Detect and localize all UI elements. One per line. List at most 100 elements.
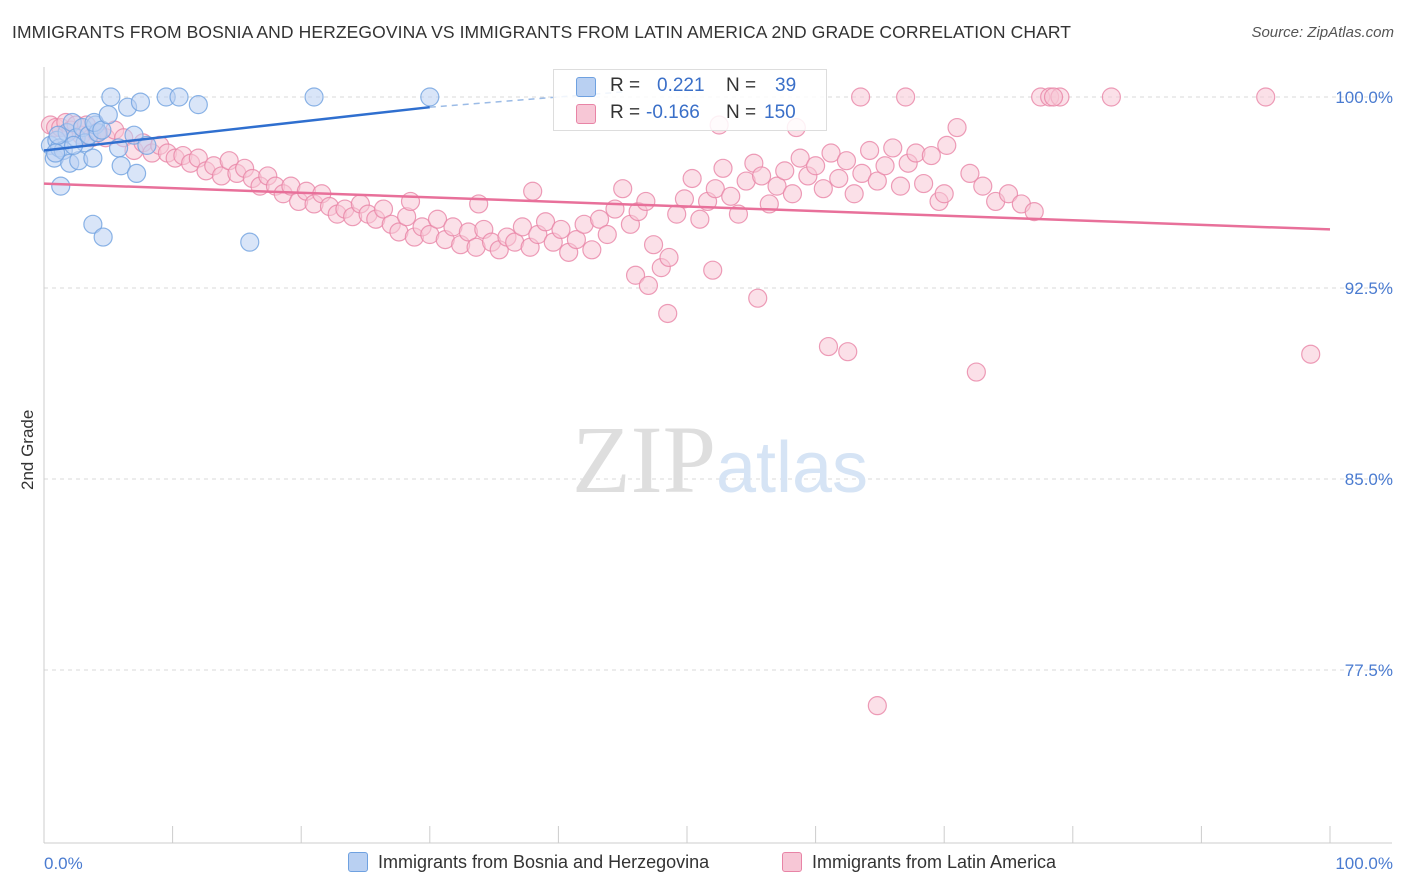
y-tick-label: 85.0%: [1345, 470, 1393, 489]
point-latin-america: [643, 235, 664, 255]
point-latin-america: [851, 87, 871, 107]
point-bosnia: [48, 125, 68, 145]
chart-title: IMMIGRANTS FROM BOSNIA AND HERZEGOVINA V…: [12, 22, 1072, 42]
point-latin-america: [748, 288, 768, 308]
point-latin-america: [373, 199, 394, 219]
x-tick-labels: 0.0% 100.0%: [44, 854, 1393, 873]
bottom-legend-swatch-bosnia: [348, 852, 368, 872]
point-bosnia: [45, 143, 66, 163]
point-latin-america: [860, 140, 880, 161]
point-latin-america: [937, 135, 957, 155]
point-bosnia: [126, 163, 147, 183]
point-latin-america: [998, 184, 1019, 204]
point-latin-america: [896, 87, 916, 107]
series-bosnia: [40, 87, 440, 252]
legend-r-label: R =: [610, 102, 641, 123]
point-latin-america: [682, 168, 702, 189]
point-latin-america: [818, 336, 839, 357]
point-latin-america: [659, 247, 679, 268]
point-latin-america: [934, 184, 954, 204]
point-latin-america: [690, 209, 710, 229]
point-latin-america: [636, 191, 656, 212]
point-latin-america: [829, 168, 849, 189]
trend-line-latin-america: [43, 182, 1331, 231]
point-bosnia: [83, 214, 103, 234]
point-latin-america: [966, 362, 986, 382]
bottom-legend-label: Immigrants from Latin America: [812, 852, 1057, 872]
source-label: Source: ZipAtlas.com: [1251, 24, 1394, 41]
point-latin-america: [713, 158, 733, 178]
legend-swatch-bosnia: [576, 77, 596, 97]
point-bosnia: [137, 135, 157, 155]
point-latin-america: [705, 179, 725, 199]
point-latin-america: [844, 184, 864, 204]
point-bosnia: [304, 87, 324, 107]
point-latin-america: [875, 156, 895, 176]
point-latin-america: [767, 176, 787, 196]
point-latin-america: [566, 230, 587, 250]
point-latin-america: [625, 265, 646, 285]
point-latin-america: [658, 303, 678, 324]
legend-n-value: 150: [764, 102, 796, 123]
point-latin-america: [1024, 202, 1044, 222]
y-tick-label: 100.0%: [1335, 88, 1393, 107]
trend-line-bosnia: [43, 105, 430, 152]
point-latin-america: [890, 176, 911, 196]
point-latin-america: [867, 696, 887, 716]
axes: [43, 67, 1392, 844]
x-tick-label: 100.0%: [1335, 854, 1393, 873]
point-latin-america: [914, 173, 934, 194]
legend-swatch-latin-america: [576, 104, 596, 124]
watermark-zip: ZIP: [572, 406, 716, 513]
point-latin-america: [782, 184, 803, 204]
legend-r-value: 0.221: [657, 75, 705, 96]
point-latin-america: [1043, 87, 1064, 107]
point-latin-america: [883, 138, 903, 158]
bottom-legend-bosnia: Immigrants from Bosnia and Herzegovina: [348, 852, 709, 873]
y-tick-label: 77.5%: [1345, 661, 1393, 680]
bottom-legend-latin-america: Immigrants from Latin America: [782, 852, 1056, 873]
x-tick-label: 0.0%: [44, 854, 83, 873]
legend-n-value: 39: [775, 75, 797, 96]
watermark: ZIPatlas: [572, 406, 868, 513]
point-latin-america: [836, 151, 857, 171]
legend-r-value: -0.166: [646, 102, 700, 123]
correlation-legend: R = 0.221 N = 39 R = -0.166 N = 150: [553, 69, 827, 131]
point-latin-america: [638, 275, 659, 296]
legend-n-label: N =: [726, 102, 757, 123]
point-latin-america: [582, 240, 602, 260]
point-latin-america: [775, 161, 795, 181]
point-latin-america: [597, 224, 617, 245]
point-latin-america: [821, 143, 841, 163]
point-bosnia: [188, 95, 208, 115]
point-latin-america: [751, 166, 772, 186]
point-latin-america: [852, 163, 872, 183]
point-bosnia: [51, 176, 71, 196]
point-latin-america: [1256, 87, 1276, 107]
point-latin-america: [551, 219, 571, 240]
point-latin-america: [973, 176, 993, 196]
point-latin-america: [960, 163, 980, 183]
point-latin-america: [613, 179, 633, 199]
point-latin-america: [721, 186, 741, 206]
point-latin-america: [947, 117, 967, 138]
legend-row-bosnia: R = 0.221 N = 39: [554, 73, 826, 101]
point-latin-america: [535, 212, 556, 232]
trend-lines: [43, 91, 1331, 231]
point-latin-america: [921, 145, 941, 166]
point-latin-america: [1101, 87, 1121, 107]
point-latin-america: [838, 342, 858, 362]
point-bosnia: [169, 87, 189, 107]
point-bosnia: [130, 92, 151, 112]
watermark-atlas: atlas: [716, 428, 868, 508]
y-tick-label: 92.5%: [1345, 279, 1393, 298]
point-bosnia: [101, 87, 121, 107]
point-latin-america: [674, 189, 695, 209]
point-bosnia: [83, 148, 103, 168]
point-latin-america: [867, 171, 887, 191]
point-latin-america: [427, 209, 448, 229]
bottom-legend-swatch-latin-america: [782, 852, 802, 872]
bottom-legend-label: Immigrants from Bosnia and Herzegovina: [378, 852, 710, 872]
point-bosnia: [111, 156, 131, 176]
